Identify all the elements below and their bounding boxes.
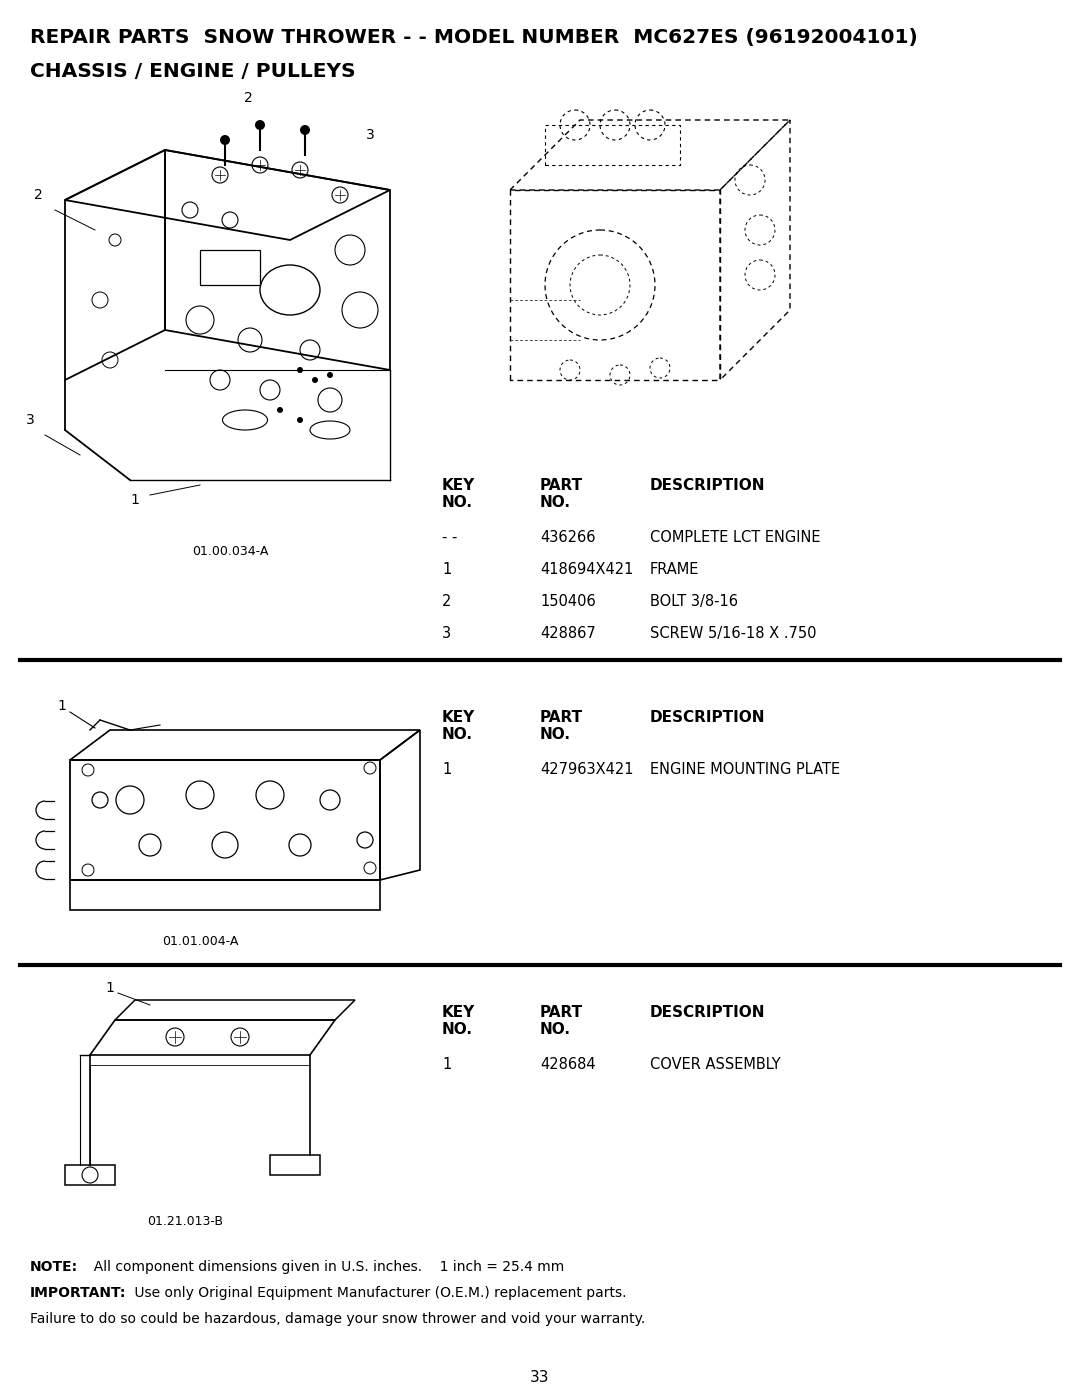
Text: KEY
NO.: KEY NO. [442, 710, 475, 742]
Text: REPAIR PARTS  SNOW THROWER - - MODEL NUMBER  MC627ES (96192004101): REPAIR PARTS SNOW THROWER - - MODEL NUMB… [30, 28, 918, 47]
Text: 3: 3 [366, 129, 375, 142]
Text: 1: 1 [442, 761, 451, 777]
Text: SCREW 5/16-18 X .750: SCREW 5/16-18 X .750 [650, 626, 816, 641]
Text: 01.01.004-A: 01.01.004-A [162, 935, 239, 949]
Text: FRAME: FRAME [650, 562, 700, 577]
Text: 1: 1 [442, 562, 451, 577]
Text: 150406: 150406 [540, 594, 596, 609]
Text: COMPLETE LCT ENGINE: COMPLETE LCT ENGINE [650, 529, 821, 545]
Text: 418694X421: 418694X421 [540, 562, 633, 577]
Circle shape [297, 367, 303, 373]
Text: 2: 2 [33, 189, 42, 203]
Circle shape [276, 407, 283, 414]
Circle shape [220, 136, 230, 145]
Text: DESCRIPTION: DESCRIPTION [650, 478, 766, 493]
Text: NOTE:: NOTE: [30, 1260, 78, 1274]
Text: 428684: 428684 [540, 1058, 596, 1071]
Text: 3: 3 [26, 414, 35, 427]
Text: ENGINE MOUNTING PLATE: ENGINE MOUNTING PLATE [650, 761, 840, 777]
Text: 1: 1 [106, 981, 114, 995]
Text: Use only Original Equipment Manufacturer (O.E.M.) replacement parts.: Use only Original Equipment Manufacturer… [130, 1287, 626, 1301]
Text: DESCRIPTION: DESCRIPTION [650, 1004, 766, 1020]
Text: PART
NO.: PART NO. [540, 478, 583, 510]
Text: BOLT 3/8-16: BOLT 3/8-16 [650, 594, 738, 609]
Text: PART
NO.: PART NO. [540, 1004, 583, 1038]
Circle shape [327, 372, 333, 379]
Text: 01.00.034-A: 01.00.034-A [192, 545, 268, 557]
Text: - -: - - [442, 529, 457, 545]
Text: COVER ASSEMBLY: COVER ASSEMBLY [650, 1058, 781, 1071]
Text: 33: 33 [530, 1370, 550, 1384]
Text: 2: 2 [244, 91, 253, 105]
Text: 3: 3 [442, 626, 451, 641]
Text: 428867: 428867 [540, 626, 596, 641]
Text: PART
NO.: PART NO. [540, 710, 583, 742]
Text: 2: 2 [442, 594, 451, 609]
Text: IMPORTANT:: IMPORTANT: [30, 1287, 126, 1301]
Text: 1: 1 [57, 698, 67, 712]
Text: Failure to do so could be hazardous, damage your snow thrower and void your warr: Failure to do so could be hazardous, dam… [30, 1312, 645, 1326]
Text: 427963X421: 427963X421 [540, 761, 634, 777]
Text: 1: 1 [442, 1058, 451, 1071]
Circle shape [297, 416, 303, 423]
Text: 01.21.013-B: 01.21.013-B [147, 1215, 222, 1228]
Text: KEY
NO.: KEY NO. [442, 478, 475, 510]
Circle shape [255, 120, 265, 130]
Text: 436266: 436266 [540, 529, 595, 545]
Text: KEY
NO.: KEY NO. [442, 1004, 475, 1038]
Text: DESCRIPTION: DESCRIPTION [650, 710, 766, 725]
Text: CHASSIS / ENGINE / PULLEYS: CHASSIS / ENGINE / PULLEYS [30, 61, 355, 81]
Text: 1: 1 [131, 493, 139, 507]
Circle shape [300, 124, 310, 136]
Text: All component dimensions given in U.S. inches.    1 inch = 25.4 mm: All component dimensions given in U.S. i… [85, 1260, 564, 1274]
Circle shape [312, 377, 318, 383]
